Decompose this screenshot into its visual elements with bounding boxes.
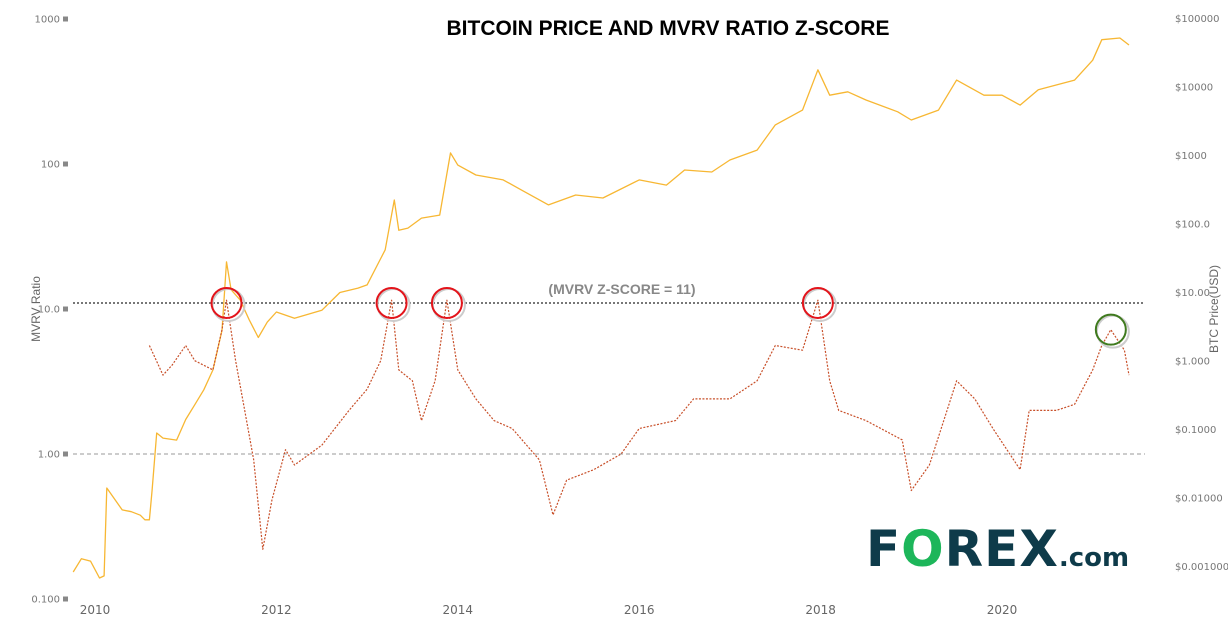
x-tick-label: 2020 (987, 603, 1018, 617)
left-tick-mark (63, 161, 68, 167)
right-tick-label: $100000 (1175, 14, 1220, 25)
left-axis-label: MVRV Ratio (29, 276, 43, 342)
left-tick-mark (63, 451, 68, 457)
left-tick-label: 1.00 (38, 450, 60, 461)
left-tick-label: 0.100 (31, 595, 60, 606)
left-tick-mark (63, 16, 68, 22)
mvrv-series-line (148, 299, 1130, 550)
highlight-circle-shadow (211, 287, 246, 322)
right-tick-label: $1000 (1175, 151, 1207, 162)
left-tick-mark (63, 596, 68, 602)
logo-text: F (866, 520, 902, 578)
left-tick-label: 100 (41, 160, 60, 171)
left-tick-label: 10.0 (38, 305, 60, 316)
logo-suffix: .com (1058, 543, 1130, 573)
x-tick-label: 2014 (443, 603, 474, 617)
x-tick-label: 2010 (80, 603, 111, 617)
highlight-circle-shadow (376, 287, 411, 322)
highlight-circle-shadow (802, 287, 837, 322)
highlight-circle-green (1094, 313, 1127, 346)
x-tick-label: 2016 (624, 603, 655, 617)
right-axis-label: BTC Price(USD) (1207, 265, 1221, 353)
left-tick-mark (63, 306, 68, 312)
logo-o: O (901, 520, 945, 578)
right-tick-label: $1.000 (1175, 357, 1210, 368)
threshold-annotation: (MVRV Z-SCORE = 11) (548, 281, 695, 297)
right-tick-label: $0.01000 (1175, 494, 1223, 505)
highlight-circle-red (801, 286, 834, 319)
chart-title: BITCOIN PRICE AND MVRV RATIO Z-SCORE (447, 17, 890, 40)
highlight-circle-shadow (431, 287, 466, 322)
forex-logo: FOREX.com (866, 521, 1129, 577)
highlight-circle-red (430, 286, 463, 319)
price-series-line (72, 37, 1130, 579)
left-tick-label: 1000 (35, 15, 60, 26)
right-tick-label: $100.0 (1175, 220, 1210, 231)
right-tick-label: $0.1000 (1175, 425, 1216, 436)
logo-text: REX (944, 520, 1059, 578)
right-tick-label: $10.00 (1175, 288, 1210, 299)
x-tick-label: 2018 (805, 603, 836, 617)
x-tick-label: 2012 (261, 603, 292, 617)
highlight-circle-shadow (1095, 314, 1130, 349)
right-tick-label: $10000 (1175, 83, 1213, 94)
highlight-circle-red (375, 286, 408, 319)
highlight-circle-red (210, 286, 243, 319)
right-tick-label: $0.001000 (1175, 562, 1228, 573)
